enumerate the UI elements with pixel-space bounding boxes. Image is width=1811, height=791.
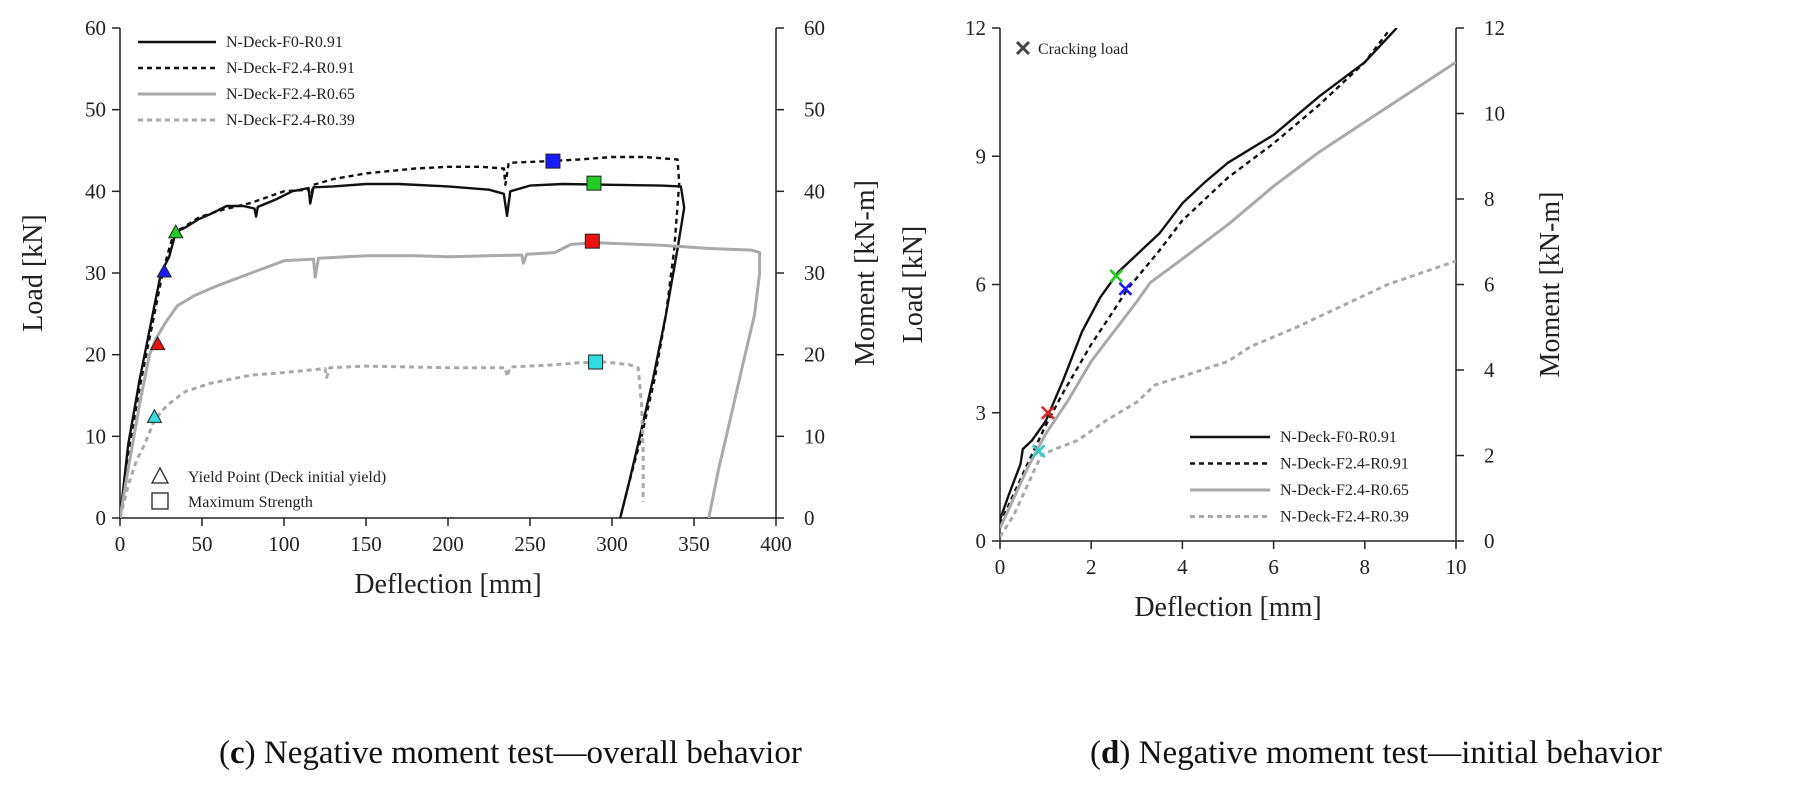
series-line-N-Deck-F2.4-R0.65 xyxy=(120,241,762,518)
legend-label: N-Deck-F2.4-R0.39 xyxy=(226,112,355,129)
y-axis-label: Load [kN] xyxy=(898,226,929,343)
caption-d-letter: d xyxy=(1101,735,1120,771)
legend-triangle-icon xyxy=(150,466,170,484)
cracking-load-marker xyxy=(1109,269,1124,283)
y2-tick-label: 10 xyxy=(804,424,825,448)
y-axis-label: Load [kN] xyxy=(18,214,49,331)
series-line-N-Deck-F2.4-R0.39 xyxy=(120,360,645,518)
cracking-load-legend-label: Cracking load xyxy=(1038,41,1128,58)
series-line-N-Deck-F2.4-R0.91 xyxy=(1000,31,1389,525)
caption-c-text: Negative moment test—overall behavior xyxy=(263,735,802,771)
y2-tick-label: 12 xyxy=(1484,16,1505,40)
chart-d: 0 2 4 6 8 10 0 3 6 9 12 0 2 4 6 8 10 12 Deflection [mm] Loa… xyxy=(898,16,1566,623)
cracking-load-icon xyxy=(1015,40,1031,56)
y2-tick-label: 20 xyxy=(804,343,825,367)
panel-c: 0 50 100 150 200 250 300 350 400 0 10 20 30 40 50 60 0 10… xyxy=(18,16,881,771)
legend-label: N-Deck-F2.4-R0.39 xyxy=(1280,509,1409,526)
cracking-load-marker xyxy=(1031,444,1046,459)
y2-axis-label: Moment [kN-m] xyxy=(850,180,881,366)
series-line-N-Deck-F2.4-R0.39 xyxy=(1000,259,1456,538)
legend-label: N-Deck-F2.4-R0.91 xyxy=(1280,456,1409,473)
y-tick-label: 3 xyxy=(976,401,987,425)
x-tick-label: 250 xyxy=(514,532,546,556)
y-tick-label: 40 xyxy=(85,179,106,203)
y2-tick-label: 50 xyxy=(804,98,825,122)
x-tick-label: 300 xyxy=(596,532,628,556)
panel-d: 0 2 4 6 8 10 0 3 6 9 12 0 2 4 6 8 10 12 Deflection [mm] Loa… xyxy=(898,0,1811,791)
y-tick-label: 60 xyxy=(85,16,106,40)
legend-label: N-Deck-F2.4-R0.65 xyxy=(1280,482,1409,499)
yield-point-marker xyxy=(156,263,173,278)
y-tick-label: 9 xyxy=(976,144,987,168)
x-tick-label: 0 xyxy=(115,532,126,556)
max-strength-marker xyxy=(588,354,604,370)
x-tick-label: 50 xyxy=(192,532,213,556)
x-tick-label: 200 xyxy=(432,532,464,556)
y-tick-label: 20 xyxy=(85,343,106,367)
x-tick-label: 10 xyxy=(1446,555,1467,579)
max-strength-marker xyxy=(584,233,600,249)
plot-area xyxy=(1000,28,1456,538)
chart-c: 0 50 100 150 200 250 300 350 400 0 10 20 30 40 50 60 0 10… xyxy=(18,16,881,600)
max-strength-marker xyxy=(545,153,561,169)
y-tick-label: 12 xyxy=(965,16,986,40)
caption-d: (d) Negative moment test—initial behavio… xyxy=(1090,735,1662,771)
y2-tick-label: 6 xyxy=(1484,273,1495,297)
yield-point-legend-label: Yield Point (Deck initial yield) xyxy=(188,469,386,486)
yield-point-marker xyxy=(167,224,184,239)
y-tick-label: 0 xyxy=(96,506,107,530)
x-tick-label: 6 xyxy=(1268,555,1279,579)
x-tick-label: 400 xyxy=(760,532,792,556)
y-tick-label: 10 xyxy=(85,424,106,448)
x-tick-label: 150 xyxy=(350,532,382,556)
legend-square-icon xyxy=(151,492,169,510)
x-tick-label: 2 xyxy=(1086,555,1097,579)
yield-point-marker xyxy=(146,408,163,423)
legend-label: N-Deck-F2.4-R0.65 xyxy=(226,86,355,103)
caption-d-text: Negative moment test—initial behavior xyxy=(1138,735,1662,771)
caption-c-letter: c xyxy=(230,735,245,771)
y2-tick-label: 30 xyxy=(804,261,825,285)
caption-c: (c) Negative moment test—overall behavio… xyxy=(219,735,802,771)
legend-label: N-Deck-F0-R0.91 xyxy=(226,34,343,51)
y2-tick-label: 8 xyxy=(1484,187,1495,211)
y-tick-label: 30 xyxy=(85,261,106,285)
legend-label: N-Deck-F2.4-R0.91 xyxy=(226,60,355,77)
y2-tick-label: 60 xyxy=(804,16,825,40)
cracking-load-marker xyxy=(1118,281,1133,296)
y-tick-label: 0 xyxy=(976,529,987,553)
max-strength-legend-label: Maximum Strength xyxy=(188,494,313,511)
x-tick-label: 8 xyxy=(1360,555,1371,579)
y2-tick-label: 10 xyxy=(1484,102,1505,126)
y-tick-label: 6 xyxy=(976,273,987,297)
y2-tick-label: 0 xyxy=(1484,529,1495,553)
plot-area xyxy=(120,155,762,518)
legend-label: N-Deck-F0-R0.91 xyxy=(1280,429,1397,446)
y2-tick-label: 4 xyxy=(1484,358,1495,382)
x-axis-label: Deflection [mm] xyxy=(1134,592,1321,623)
y-tick-label: 50 xyxy=(85,98,106,122)
x-axis-label: Deflection [mm] xyxy=(354,569,541,600)
series-line-N-Deck-F0-R0.91 xyxy=(1000,28,1398,521)
x-tick-label: 4 xyxy=(1177,555,1188,579)
y2-tick-label: 0 xyxy=(804,506,815,530)
cracking-load-marker xyxy=(1040,405,1055,420)
max-strength-marker xyxy=(586,175,602,191)
y2-axis-label: Moment [kN-m] xyxy=(1535,192,1566,378)
series-line-N-Deck-F2.4-R0.65 xyxy=(1000,60,1456,529)
x-tick-label: 0 xyxy=(995,555,1006,579)
series-line-N-Deck-F2.4-R0.91 xyxy=(120,155,681,518)
y2-tick-label: 40 xyxy=(804,179,825,203)
x-tick-label: 350 xyxy=(678,532,710,556)
yield-point-marker xyxy=(149,336,166,351)
y2-tick-label: 2 xyxy=(1484,444,1495,468)
x-tick-label: 100 xyxy=(268,532,300,556)
